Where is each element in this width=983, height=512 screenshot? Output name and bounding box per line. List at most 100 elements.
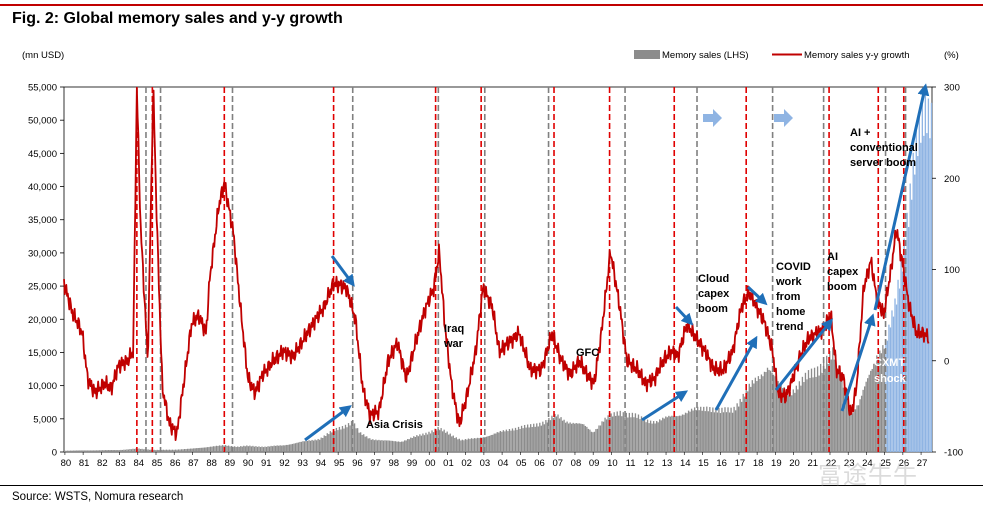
sales-bar bbox=[618, 415, 620, 452]
sales-bar bbox=[185, 449, 187, 452]
sales-bar bbox=[101, 450, 104, 452]
sales-bar bbox=[736, 403, 738, 452]
annotation-covid-line1: COVID bbox=[776, 261, 811, 273]
sales-bar bbox=[744, 396, 746, 452]
sales-bar bbox=[168, 449, 171, 452]
sales-bar bbox=[193, 448, 195, 452]
sales-bar bbox=[821, 372, 823, 452]
sales-bar bbox=[384, 440, 386, 452]
annotation-ai-server-line3: server boom bbox=[850, 157, 916, 169]
sales-bar bbox=[429, 433, 432, 452]
sales-bar bbox=[126, 449, 128, 452]
sales-bar bbox=[492, 434, 494, 452]
sales-bar bbox=[642, 420, 644, 452]
sales-bar bbox=[627, 417, 629, 452]
sales-bar bbox=[180, 449, 183, 452]
x-tick-label: 15 bbox=[698, 458, 709, 469]
sales-bar bbox=[173, 449, 175, 452]
sales-bar bbox=[83, 450, 86, 452]
sales-bar bbox=[602, 421, 605, 452]
sales-bar bbox=[435, 430, 438, 452]
sales-bar bbox=[507, 431, 509, 452]
sales-bar bbox=[665, 416, 667, 452]
sales-bar bbox=[108, 450, 110, 452]
sales-bar bbox=[361, 434, 363, 452]
sales-bar bbox=[788, 395, 790, 452]
sales-bar bbox=[525, 427, 527, 452]
sales-bar bbox=[77, 450, 79, 452]
annotation-ai-capex-line2: capex bbox=[827, 266, 859, 278]
sales-bar bbox=[291, 443, 294, 452]
sales-bar bbox=[246, 445, 248, 452]
sales-bar bbox=[712, 407, 714, 452]
sales-bar bbox=[610, 413, 612, 452]
sales-bar bbox=[432, 432, 435, 452]
growth-path bbox=[63, 87, 930, 442]
sales-bar bbox=[730, 407, 732, 452]
legend-bars-label: Memory sales (LHS) bbox=[662, 50, 749, 61]
sales-bar bbox=[552, 418, 555, 452]
left-tick-label: 15,000 bbox=[28, 348, 57, 359]
sales-bar bbox=[428, 431, 430, 452]
sales-bar bbox=[707, 411, 709, 452]
sales-bar bbox=[378, 439, 380, 452]
sales-bar bbox=[420, 435, 423, 452]
sales-bar bbox=[706, 406, 708, 452]
sales-bar bbox=[577, 423, 579, 452]
sales-bar bbox=[373, 440, 375, 452]
sales-bar bbox=[115, 450, 117, 452]
legend-bars-swatch bbox=[634, 50, 660, 59]
sales-bar bbox=[554, 413, 556, 452]
arrow-1995-down bbox=[330, 255, 355, 287]
sales-bar bbox=[443, 429, 445, 452]
sales-bar bbox=[797, 389, 799, 452]
x-tick-label: 99 bbox=[407, 458, 418, 469]
sales-bar bbox=[161, 449, 163, 452]
sales-bar bbox=[278, 445, 280, 452]
sales-bar bbox=[575, 423, 577, 452]
x-tick-label: 13 bbox=[662, 458, 673, 469]
sales-bar bbox=[268, 446, 271, 452]
arrow-2013-up bbox=[641, 390, 689, 422]
sales-bar bbox=[567, 423, 570, 452]
sales-bar bbox=[596, 428, 599, 452]
sales-bar bbox=[308, 440, 310, 452]
sales-bar bbox=[795, 385, 797, 452]
sales-bar bbox=[356, 428, 359, 452]
sales-bar bbox=[818, 375, 820, 452]
sales-bar bbox=[501, 431, 503, 452]
sales-bar bbox=[431, 430, 433, 452]
sales-bar bbox=[167, 449, 169, 452]
sales-bar bbox=[179, 449, 181, 452]
sales-bar bbox=[921, 100, 923, 452]
annotation-covid-line4: home bbox=[776, 306, 805, 318]
sales-bar bbox=[514, 427, 517, 452]
x-tick-label: 20 bbox=[789, 458, 800, 469]
sales-bar bbox=[482, 437, 485, 452]
annotation-ai-capex: AI capex boom bbox=[827, 251, 859, 293]
sales-bar bbox=[854, 409, 857, 452]
sales-bar bbox=[200, 447, 202, 452]
sales-bar bbox=[379, 440, 382, 452]
sales-bar bbox=[574, 423, 576, 452]
x-tick-label: 10 bbox=[607, 458, 618, 469]
sales-bar bbox=[347, 423, 350, 452]
sales-bar bbox=[689, 411, 691, 452]
sales-bar bbox=[394, 441, 397, 452]
growth-line bbox=[63, 87, 930, 442]
sales-bar bbox=[669, 416, 672, 452]
sales-bar bbox=[417, 436, 420, 452]
annotation-iraq-war-line2: war bbox=[443, 338, 464, 350]
sales-bar bbox=[388, 440, 391, 452]
sales-bar bbox=[646, 419, 649, 452]
left-tick-label: 50,000 bbox=[28, 116, 57, 127]
sales-bar bbox=[654, 423, 656, 452]
sales-bar bbox=[186, 448, 189, 452]
sales-bar bbox=[584, 425, 586, 452]
sales-bar bbox=[613, 412, 615, 452]
sales-bar bbox=[542, 421, 544, 452]
sales-bar bbox=[190, 448, 192, 452]
sales-bar bbox=[419, 434, 421, 452]
sales-bar bbox=[806, 379, 808, 452]
sales-bar bbox=[918, 111, 920, 452]
